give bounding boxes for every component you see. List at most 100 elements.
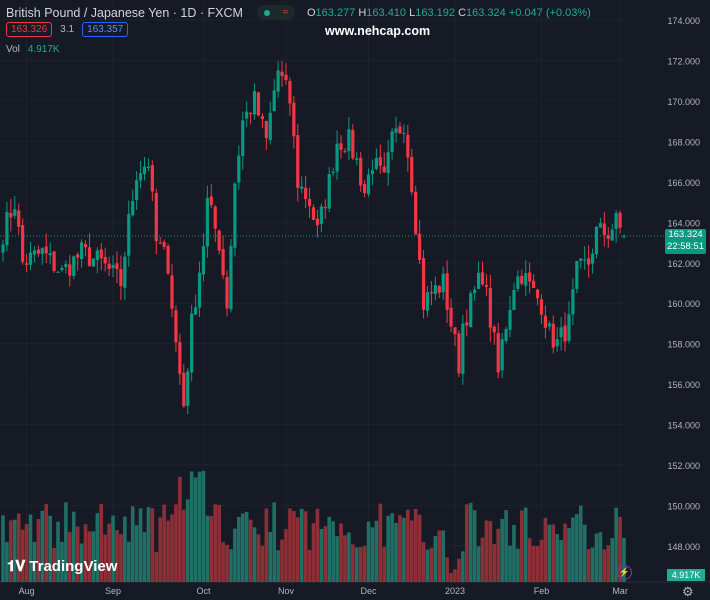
- volume-bar: [40, 510, 45, 582]
- candle-body: [21, 225, 25, 262]
- candle-body: [64, 264, 68, 268]
- volume-bar: [402, 517, 406, 582]
- candle-body: [488, 288, 492, 328]
- candle-body: [154, 193, 158, 242]
- candles: [1, 61, 626, 415]
- candle-body: [107, 263, 111, 269]
- candle-body: [135, 180, 139, 200]
- volume-bar: [83, 524, 88, 582]
- volume-bar: [1, 515, 5, 582]
- volume-bar: [79, 543, 84, 582]
- candle-body: [304, 187, 308, 199]
- candle-body: [5, 212, 9, 246]
- watermark: www.nehcap.com: [325, 24, 431, 38]
- buy-button[interactable]: 163.357: [82, 22, 129, 37]
- tradingview-logo[interactable]: 𝟏𝐕 TradingView: [7, 558, 117, 575]
- candle-body: [119, 269, 123, 287]
- candle-body: [480, 272, 485, 285]
- volume-bar: [347, 532, 351, 582]
- volume-bar: [535, 546, 540, 582]
- volume-bar: [60, 541, 64, 582]
- volume-bar: [433, 536, 438, 582]
- candle-body: [492, 326, 496, 333]
- candle-body: [355, 158, 359, 161]
- candle-body: [465, 322, 469, 326]
- volume-label: Vol: [6, 44, 20, 55]
- volume-bar: [598, 532, 603, 582]
- volume-bar: [64, 502, 68, 582]
- candle-body: [351, 129, 355, 159]
- candle-body: [394, 128, 398, 133]
- volume-bar: [138, 508, 143, 582]
- volume-bar: [578, 505, 583, 582]
- volume-bar: [429, 547, 434, 582]
- volume-bar: [292, 511, 296, 582]
- candle-body: [158, 242, 162, 244]
- candle-body: [449, 307, 453, 327]
- volume-bar: [362, 545, 367, 582]
- candle-body: [1, 244, 5, 253]
- volume-bar: [457, 558, 461, 582]
- volume-bar: [366, 521, 371, 582]
- volume-bar: [44, 504, 49, 582]
- volume-legend[interactable]: Vol 4.917K: [6, 44, 60, 55]
- candle-body: [40, 248, 44, 254]
- volume-bar: [146, 507, 151, 582]
- candle-body: [362, 184, 367, 193]
- volume-bar: [16, 513, 21, 582]
- volume-bar: [248, 519, 253, 582]
- volume-bar: [488, 521, 493, 582]
- volume-bar: [295, 517, 300, 582]
- volume-bar: [327, 516, 332, 582]
- market-status[interactable]: ≈: [256, 5, 295, 20]
- candle-body: [296, 135, 300, 188]
- volume-bar: [571, 517, 575, 582]
- lightning-icon[interactable]: ⚡: [617, 565, 632, 580]
- candle-body: [17, 210, 21, 227]
- candle-body: [52, 251, 56, 272]
- candle-body: [339, 143, 343, 150]
- symbol-title[interactable]: British Pound / Japanese Yen · 1D · FXCM: [6, 5, 243, 20]
- y-tick-label: 160.000: [667, 299, 700, 309]
- settings-gear-icon[interactable]: ⚙: [682, 584, 694, 599]
- volume-bar: [71, 511, 76, 582]
- candle-body: [414, 191, 418, 235]
- volume-bar: [354, 547, 359, 582]
- x-tick-label: Sep: [105, 586, 121, 596]
- tv-logo-icon: 𝟏𝐕: [7, 558, 26, 575]
- volume-bar: [575, 514, 579, 582]
- volume-bar: [229, 549, 233, 582]
- volume-bar: [9, 520, 13, 582]
- sell-button[interactable]: 163.326: [6, 22, 53, 37]
- candle-body: [162, 242, 166, 247]
- volume-bar: [343, 535, 347, 582]
- candle-body: [245, 111, 249, 119]
- volume-bar: [217, 504, 221, 582]
- bar-countdown: 22:58:51: [667, 241, 704, 252]
- volume-bar: [520, 510, 524, 582]
- volume-bar: [331, 521, 335, 582]
- candle-body: [315, 218, 320, 226]
- candle-body: [343, 151, 347, 153]
- volume-bar: [260, 545, 265, 582]
- volume-bar: [559, 540, 563, 582]
- candle-body: [319, 206, 323, 224]
- volume-bar: [111, 515, 115, 582]
- candle-body: [276, 70, 280, 92]
- volume-bar: [547, 524, 552, 582]
- x-tick-label: Oct: [196, 586, 211, 596]
- volume-bar: [256, 534, 261, 582]
- candle-body: [594, 226, 599, 255]
- candle-body: [9, 212, 13, 218]
- volume-bar: [189, 471, 194, 582]
- volume-bar: [48, 515, 52, 582]
- volume-bar: [142, 532, 147, 582]
- candle-body: [103, 256, 107, 264]
- low-label: L: [409, 6, 416, 19]
- candle-body: [288, 80, 292, 104]
- candle-body: [508, 309, 512, 330]
- candle-body: [469, 293, 473, 328]
- volume-bar: [594, 533, 599, 582]
- candle-body: [484, 284, 489, 287]
